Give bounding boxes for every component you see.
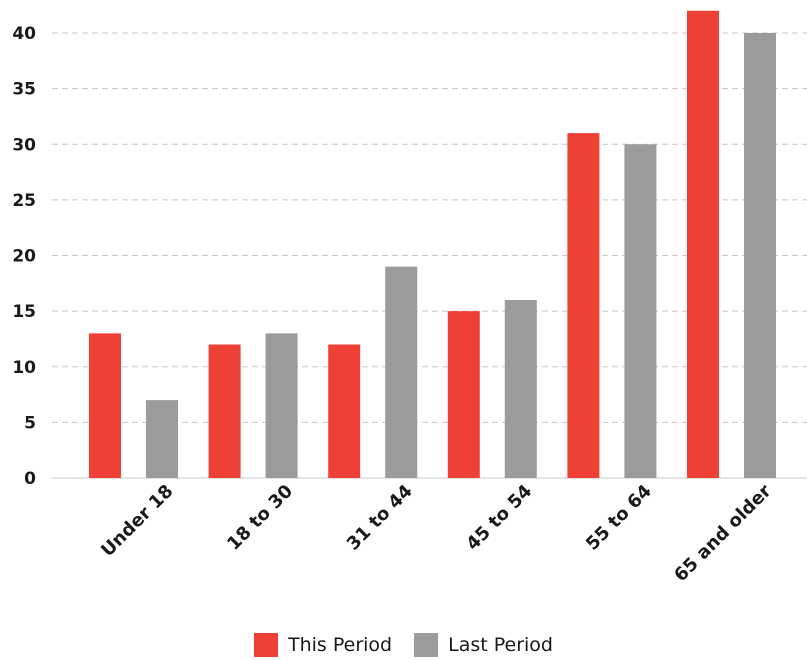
bar-this-period[interactable] — [447, 311, 480, 478]
bar-last-period[interactable] — [504, 300, 537, 478]
y-axis-ticks: 0 5 10 15 20 25 30 35 40 — [12, 24, 36, 489]
legend-item-this-period[interactable]: This Period — [254, 633, 392, 657]
bar-last-period[interactable] — [744, 33, 776, 478]
legend-item-last-period[interactable]: Last Period — [414, 633, 553, 657]
bar-last-period[interactable] — [265, 333, 298, 478]
bar-last-period[interactable] — [385, 266, 418, 478]
bar-this-period[interactable] — [687, 10, 719, 478]
y-tick-label: 10 — [12, 358, 36, 378]
bar-this-period[interactable] — [567, 133, 600, 478]
bars — [89, 10, 776, 479]
bar-this-period[interactable] — [328, 344, 361, 479]
y-tick-label: 25 — [12, 191, 36, 211]
y-tick-label: 5 — [24, 413, 36, 433]
legend-swatch-this-period — [254, 633, 278, 657]
x-tick-label: 55 to 64 — [582, 481, 656, 555]
legend: This Period Last Period — [0, 630, 807, 660]
bar-chart: 0 5 10 15 20 25 30 35 40 Under 18 18 to 30 31 to 4… — [12, 10, 807, 586]
y-tick-label: 20 — [12, 247, 36, 267]
x-tick-label: 45 to 54 — [462, 481, 536, 555]
y-tick-label: 35 — [12, 80, 36, 100]
legend-label-this-period: This Period — [288, 634, 393, 656]
y-tick-label: 15 — [12, 302, 36, 322]
y-tick-label: 0 — [24, 469, 36, 489]
x-tick-label: 18 to 30 — [223, 481, 297, 555]
legend-label-last-period: Last Period — [448, 634, 553, 656]
x-tick-label: 31 to 44 — [343, 481, 417, 555]
bar-this-period[interactable] — [89, 333, 121, 478]
bar-last-period[interactable] — [624, 144, 657, 478]
y-tick-label: 40 — [12, 24, 36, 44]
y-tick-label: 30 — [12, 135, 36, 155]
bar-this-period[interactable] — [208, 344, 241, 479]
x-tick-label: 65 and older — [670, 481, 775, 586]
x-axis-ticks: Under 18 18 to 30 31 to 44 45 to 54 55 to 64… — [97, 481, 775, 586]
legend-swatch-last-period — [414, 633, 439, 657]
x-tick-label: Under 18 — [97, 481, 177, 561]
bar-last-period[interactable] — [146, 400, 178, 478]
